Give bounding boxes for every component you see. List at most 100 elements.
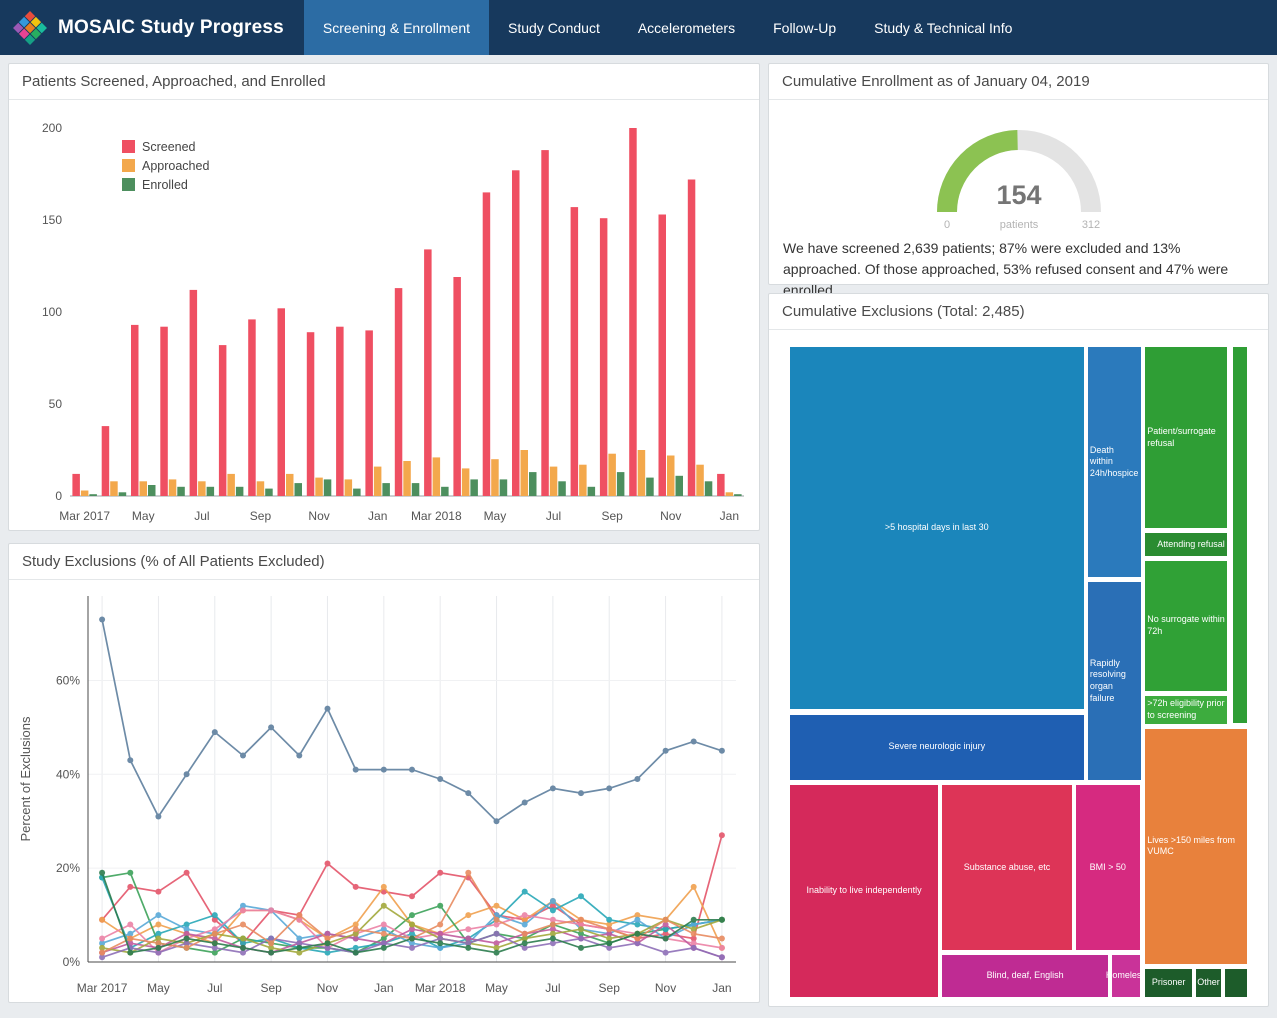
treemap-node-label: Prisoner [1151, 977, 1186, 988]
treemap-node[interactable]: Inability to live independently [789, 784, 940, 998]
svg-text:Jul: Jul [207, 981, 222, 995]
svg-text:Jan: Jan [374, 981, 393, 995]
svg-text:154: 154 [996, 180, 1041, 210]
treemap-node-label: Patient/surrogate refusal [1147, 425, 1216, 448]
gauge-fill [936, 130, 1018, 213]
treemap-node-label: >72h eligibility prior to screening [1147, 698, 1225, 721]
line-series-dark-green [99, 869, 725, 956]
treemap-node-label: Rapidly resolving organ failure [1089, 657, 1126, 703]
treemap-node[interactable]: No surrogate within 72h [1144, 559, 1228, 693]
navbar: MOSAIC Study Progress Screening & Enroll… [0, 0, 1277, 55]
treemap-node[interactable] [1232, 346, 1248, 724]
svg-text:Jul: Jul [546, 509, 561, 523]
svg-text:Sep: Sep [599, 981, 621, 995]
svg-text:Jan: Jan [720, 509, 739, 523]
svg-text:Nov: Nov [655, 981, 676, 995]
treemap-node-label: Blind, deaf, English [986, 970, 1064, 981]
treemap-node[interactable] [1224, 968, 1248, 998]
svg-text:Mar 2017: Mar 2017 [59, 509, 110, 523]
svg-text:0%: 0% [63, 955, 81, 969]
tab-study-conduct[interactable]: Study Conduct [508, 19, 600, 36]
treemap-node-label: No surrogate within 72h [1147, 614, 1225, 637]
svg-text:Nov: Nov [317, 981, 338, 995]
treemap-node-label: Lives >150 miles from VUMC [1147, 834, 1236, 857]
treemap-node[interactable]: Blind, deaf, English [941, 954, 1109, 998]
svg-text:May: May [484, 509, 507, 523]
enrollment-gauge[interactable]: 154 patients 0 312 [879, 106, 1159, 236]
app-title: MOSAIC Study Progress [58, 16, 284, 38]
svg-text:May: May [485, 981, 508, 995]
exclusions-treemap[interactable]: >5 hospital days in last 30 Severe neurol… [789, 346, 1248, 998]
svg-text:Mar 2018: Mar 2018 [411, 509, 462, 523]
svg-text:0: 0 [943, 219, 949, 231]
line-series-steel-blue [99, 616, 725, 825]
treemap-node-label: Homeless [1105, 970, 1146, 981]
svg-text:Jan: Jan [712, 981, 731, 995]
treemap-panel-title: Cumulative Exclusions (Total: 2,485) [769, 294, 1268, 330]
panel-cumulative-enrollment: Cumulative Enrollment as of January 04, … [768, 63, 1269, 298]
svg-text:60%: 60% [56, 673, 80, 687]
treemap-node[interactable]: Death within 24h/hospice [1086, 346, 1142, 579]
screening-bar-chart[interactable]: 0 50 100 150 200 Mar 2017 May Jul Sep Nov Jan Mar 2… [10, 102, 758, 532]
treemap-node[interactable]: >72h eligibility prior to screening [1144, 695, 1228, 725]
svg-text:Approached: Approached [142, 159, 209, 173]
exclusions-line-chart[interactable]: 0% 20% 40% 60% Mar 2017 May Jul Sep Nov Jan Mar 20… [10, 582, 758, 1006]
treemap-node-label: BMI > 50 [1089, 861, 1126, 872]
svg-text:0: 0 [55, 489, 62, 503]
treemap-node-label: Attending refusal [1157, 538, 1225, 549]
svg-text:100: 100 [42, 305, 62, 319]
svg-text:Enrolled: Enrolled [142, 178, 188, 192]
treemap-node[interactable]: Other [1195, 968, 1222, 998]
svg-text:Jul: Jul [194, 509, 209, 523]
treemap-node-label: Death within 24h/hospice [1089, 444, 1139, 478]
line-panel-title: Study Exclusions (% of All Patients Excl… [9, 544, 759, 580]
treemap-node-label: Substance abuse, etc [963, 861, 1051, 872]
treemap-node-label: Inability to live independently [806, 885, 922, 896]
svg-text:Sep: Sep [601, 509, 623, 523]
brand: MOSAIC Study Progress [0, 0, 304, 55]
gauge-wrap: 154 patients 0 312 [769, 100, 1268, 236]
svg-text:Jul: Jul [545, 981, 560, 995]
treemap-node[interactable]: Homeless [1106, 954, 1146, 998]
svg-text:50: 50 [49, 397, 63, 411]
bar-series-approached [80, 450, 734, 496]
svg-text:Jan: Jan [368, 509, 387, 523]
tab-accelerometers[interactable]: Accelerometers [637, 19, 736, 36]
treemap-node[interactable]: Substance abuse, etc [941, 784, 1073, 952]
treemap-node[interactable]: Severe neurologic injury [789, 713, 1085, 781]
svg-text:patients: patients [999, 219, 1038, 231]
treemap-node-label: Severe neurologic injury [888, 741, 986, 752]
svg-text:May: May [147, 981, 170, 995]
left-column: Patients Screened, Approached, and Enrol… [8, 63, 760, 1007]
line-series-purple [99, 930, 725, 961]
bar-legend[interactable]: Screened Approached Enrolled [122, 140, 209, 192]
svg-text:Mar 2017: Mar 2017 [77, 981, 128, 995]
tab-screening-enrollment[interactable]: Screening & Enrollment [303, 0, 489, 55]
dashboard-content: Patients Screened, Approached, and Enrol… [0, 55, 1277, 1015]
bar-series-enrolled [89, 472, 742, 496]
panel-screened-approached-enrolled: Patients Screened, Approached, and Enrol… [8, 63, 760, 531]
treemap-node[interactable]: BMI > 50 [1074, 784, 1141, 952]
treemap-node[interactable]: >5 hospital days in last 30 [789, 346, 1085, 711]
tab-study-technical-info[interactable]: Study & Technical Info [874, 19, 1013, 36]
bar-panel-title: Patients Screened, Approached, and Enrol… [9, 64, 759, 100]
panel-cumulative-exclusions: Cumulative Exclusions (Total: 2,485) >5 … [768, 293, 1269, 1007]
svg-text:Screened: Screened [142, 140, 196, 154]
svg-text:150: 150 [42, 213, 62, 227]
treemap-node-label: >5 hospital days in last 30 [884, 522, 989, 533]
treemap-node[interactable]: Attending refusal [1144, 532, 1228, 557]
treemap-node[interactable]: Patient/surrogate refusal [1144, 346, 1228, 530]
svg-text:200: 200 [42, 121, 62, 135]
svg-text:Sep: Sep [250, 509, 272, 523]
treemap-node[interactable]: Rapidly resolving organ failure [1086, 581, 1142, 781]
svg-text:312: 312 [1081, 219, 1099, 231]
svg-text:20%: 20% [56, 861, 80, 875]
right-column: Cumulative Enrollment as of January 04, … [768, 63, 1269, 1007]
svg-text:Mar 2018: Mar 2018 [415, 981, 466, 995]
mosaic-logo [13, 10, 47, 45]
svg-text:Nov: Nov [308, 509, 329, 523]
treemap-node[interactable]: Prisoner [1144, 968, 1193, 998]
treemap-node[interactable]: Lives >150 miles from VUMC [1144, 728, 1248, 965]
tab-follow-up[interactable]: Follow-Up [773, 19, 837, 36]
treemap-node-label: Other [1197, 977, 1220, 988]
